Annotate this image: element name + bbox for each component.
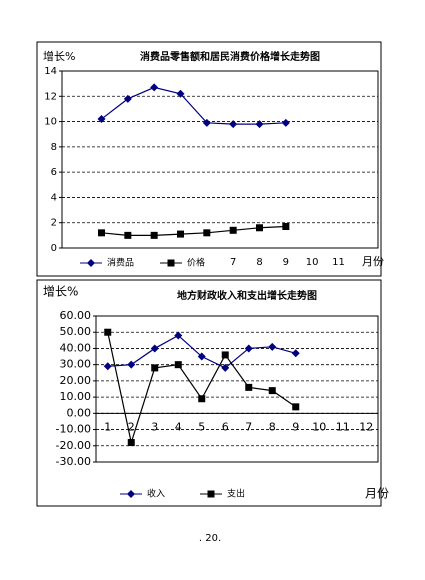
y-tick-label: -30.00: [56, 455, 91, 468]
x-tick-label: 7: [245, 420, 252, 433]
y-tick-label: 10: [44, 117, 57, 128]
marker: [98, 229, 105, 237]
series-line: [101, 225, 286, 236]
chart-title: 地方财政收入和支出增长走势图: [177, 289, 317, 302]
y-tick-label: 60.00: [60, 309, 92, 322]
marker: [291, 349, 300, 358]
y-tick-label: 20.00: [60, 374, 92, 387]
series-line: [107, 334, 296, 369]
chart-frame: [36, 279, 382, 507]
y-tick-label: -20.00: [56, 439, 91, 452]
marker: [229, 120, 238, 129]
legend-marker: [207, 490, 215, 498]
marker: [104, 328, 112, 336]
marker: [268, 387, 276, 395]
marker: [151, 364, 159, 372]
marker: [123, 94, 132, 103]
y-tick-label: 6: [51, 167, 57, 178]
marker: [282, 223, 290, 231]
x-tick-label: 10: [306, 257, 319, 268]
marker: [221, 363, 230, 372]
chart-frame: [36, 41, 382, 277]
marker: [281, 118, 290, 127]
marker: [150, 344, 159, 353]
y-tick-label: 0: [51, 243, 57, 254]
marker: [292, 403, 300, 411]
y-tick-label: 12: [44, 91, 57, 102]
legend-label: 消费品: [107, 257, 134, 269]
marker: [229, 226, 237, 234]
y-tick-label: 40.00: [60, 341, 92, 354]
marker: [150, 83, 159, 92]
x-tick-label: 11: [336, 420, 350, 433]
y-tick-label: 50.00: [60, 325, 92, 338]
y-tick-label: 2: [51, 218, 57, 229]
legend-marker: [87, 259, 95, 267]
x-tick-label: 3: [151, 420, 158, 433]
y-axis-title: 增长%: [43, 49, 75, 63]
marker: [177, 230, 184, 238]
marker: [256, 224, 263, 232]
marker: [127, 439, 135, 447]
x-tick-label: 8: [256, 257, 262, 268]
x-axis-title: 月份: [362, 255, 384, 268]
y-tick-label: 30.00: [60, 358, 92, 371]
x-tick-label: 5: [198, 420, 205, 433]
marker: [203, 229, 211, 237]
x-tick-label: 11: [332, 257, 345, 268]
legend-label: 收入: [147, 488, 165, 500]
y-tick-label: 0.00: [67, 406, 92, 419]
x-tick-label: 9: [292, 420, 299, 433]
x-tick-label: 12: [359, 420, 373, 433]
marker: [268, 342, 277, 351]
x-tick-label: 1: [104, 420, 111, 433]
marker: [244, 344, 253, 353]
x-tick-label: 4: [175, 420, 182, 433]
marker: [124, 231, 132, 239]
legend-marker: [127, 490, 135, 498]
marker: [198, 395, 206, 403]
y-tick-label: -10.00: [56, 423, 91, 436]
marker: [150, 231, 158, 239]
x-tick-label: 7: [230, 257, 236, 268]
series-line: [101, 86, 286, 125]
marker: [202, 118, 211, 127]
x-tick-label: 6: [222, 420, 229, 433]
marker: [176, 89, 185, 98]
legend-label: 价格: [187, 257, 205, 269]
marker: [221, 351, 229, 359]
y-tick-label: 4: [51, 192, 57, 203]
y-tick-label: 10.00: [60, 390, 92, 403]
y-axis-title: 增长%: [43, 285, 78, 299]
marker: [245, 383, 253, 391]
y-tick-label: 14: [44, 66, 57, 77]
marker: [103, 362, 112, 371]
x-axis-title: 月份: [365, 487, 389, 501]
legend-marker: [167, 259, 175, 267]
legend-label: 支出: [227, 488, 245, 500]
marker: [97, 115, 106, 124]
marker: [255, 120, 264, 129]
x-tick-label: 10: [312, 420, 326, 433]
plot-area: [61, 70, 379, 249]
x-tick-label: 2: [128, 420, 135, 433]
x-tick-label: 9: [283, 257, 289, 268]
marker: [174, 331, 183, 340]
y-tick-label: 8: [51, 142, 57, 153]
marker: [127, 360, 136, 369]
plot-area: [95, 315, 379, 463]
chart-title: 消费品零售额和居民消费价格增长走势图: [140, 50, 320, 63]
marker: [197, 352, 206, 361]
x-tick-label: 8: [269, 420, 276, 433]
marker: [174, 361, 182, 369]
page-number: . 20.: [199, 533, 221, 544]
